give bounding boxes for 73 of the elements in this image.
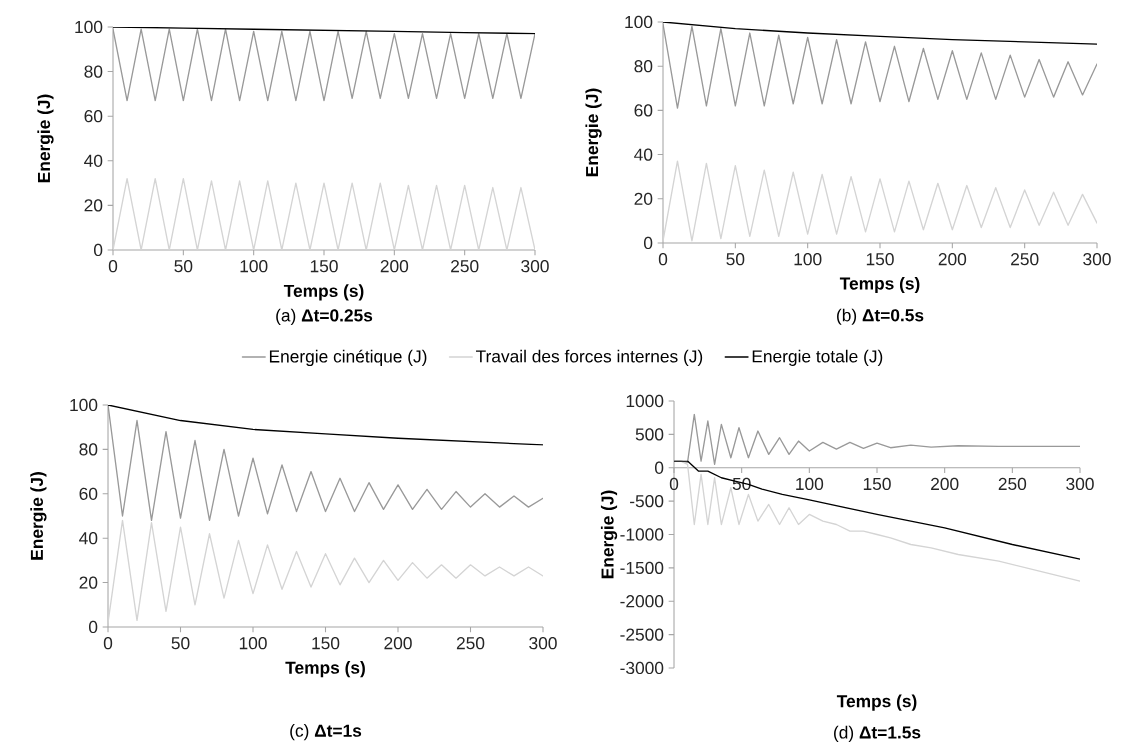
x-tick-label: 150 bbox=[863, 477, 891, 491]
legend-label: Energie totale (J) bbox=[752, 349, 883, 366]
y-tick-label: 100 bbox=[625, 15, 653, 29]
x-tick-label: 300 bbox=[1083, 253, 1111, 266]
y-tick-label: 40 bbox=[634, 148, 653, 161]
y-tick-label: 0 bbox=[93, 243, 103, 257]
x-tick-label: 300 bbox=[529, 637, 557, 650]
y-axis-title: Energie (J) bbox=[37, 94, 54, 183]
y-tick-label: 60 bbox=[634, 104, 653, 117]
y-tick-label: 80 bbox=[634, 60, 653, 73]
x-tick-label: 250 bbox=[451, 260, 479, 273]
y-tick-label: 20 bbox=[79, 576, 98, 589]
x-tick-label: 150 bbox=[866, 253, 894, 266]
legend-label: Travail des forces internes (J) bbox=[475, 349, 703, 366]
x-tick-label: 250 bbox=[998, 477, 1027, 491]
y-tick-label: -3000 bbox=[620, 661, 664, 675]
x-tick-label: 150 bbox=[310, 260, 338, 273]
x-axis-title: Temps (s) bbox=[283, 284, 364, 301]
x-tick-label: 100 bbox=[240, 260, 268, 273]
x-axis-title: Temps (s) bbox=[839, 276, 920, 294]
line-series bbox=[108, 404, 543, 522]
x-tick-label: 300 bbox=[1066, 477, 1094, 491]
line-series bbox=[113, 28, 535, 102]
x-tick-label: 0 bbox=[108, 260, 118, 273]
y-tick-label: -2000 bbox=[620, 595, 664, 608]
y-tick-label: 20 bbox=[634, 192, 653, 205]
y-tick-label: 0 bbox=[654, 461, 664, 474]
x-tick-label: 0 bbox=[669, 477, 679, 491]
x-tick-label: 200 bbox=[938, 253, 967, 266]
text: (d) Δt=1.5s bbox=[834, 725, 921, 743]
x-tick-label: 200 bbox=[931, 477, 959, 491]
y-tick-label: -500 bbox=[630, 494, 664, 508]
x-tick-label: 100 bbox=[796, 477, 824, 491]
y-tick-label: -1500 bbox=[620, 561, 664, 574]
y-tick-label: 0 bbox=[88, 620, 98, 634]
y-tick-label: 20 bbox=[84, 199, 103, 212]
x-tick-label: 200 bbox=[380, 260, 409, 273]
x-tick-label: 100 bbox=[794, 253, 822, 266]
x-tick-label: 100 bbox=[239, 637, 267, 650]
x-tick-label: 300 bbox=[521, 260, 549, 273]
text: (a) Δt=0.25s bbox=[276, 308, 373, 325]
y-tick-label: 80 bbox=[84, 65, 103, 78]
y-axis-title: Energie (J) bbox=[585, 88, 602, 177]
line-series bbox=[663, 21, 1097, 45]
y-axis-title: Energie (J) bbox=[30, 472, 47, 560]
x-tick-label: 200 bbox=[384, 637, 412, 650]
y-tick-label: 100 bbox=[75, 20, 103, 34]
y-tick-label: 500 bbox=[635, 428, 664, 441]
text: (c) Δt=1s bbox=[290, 724, 362, 741]
y-tick-label: 100 bbox=[70, 398, 98, 412]
y-tick-label: 60 bbox=[79, 487, 98, 500]
x-axis-title: Temps (s) bbox=[285, 661, 365, 678]
line-series bbox=[108, 519, 543, 624]
y-tick-label: 40 bbox=[84, 154, 103, 167]
x-tick-label: 250 bbox=[456, 637, 485, 650]
y-tick-label: 1000 bbox=[626, 394, 664, 408]
x-tick-label: 250 bbox=[1011, 253, 1039, 266]
x-tick-label: 50 bbox=[174, 260, 193, 273]
y-tick-label: 40 bbox=[79, 532, 98, 545]
y-tick-label: 60 bbox=[84, 110, 103, 123]
x-tick-label: 50 bbox=[726, 253, 745, 266]
line-series bbox=[663, 23, 1097, 109]
x-axis-title: Temps (s) bbox=[836, 694, 917, 711]
x-tick-label: 0 bbox=[103, 637, 113, 650]
x-tick-label: 150 bbox=[312, 637, 340, 650]
y-tick-label: -2500 bbox=[620, 628, 664, 641]
x-tick-label: 50 bbox=[171, 637, 190, 650]
y-tick-label: -1000 bbox=[620, 528, 664, 541]
y-axis-title: Energie (J) bbox=[600, 490, 618, 579]
legend-label: Energie cinétique (J) bbox=[269, 349, 427, 367]
y-tick-label: 0 bbox=[643, 236, 653, 250]
y-tick-label: 80 bbox=[79, 443, 98, 456]
text: (b) Δt=0.5s bbox=[837, 308, 924, 325]
